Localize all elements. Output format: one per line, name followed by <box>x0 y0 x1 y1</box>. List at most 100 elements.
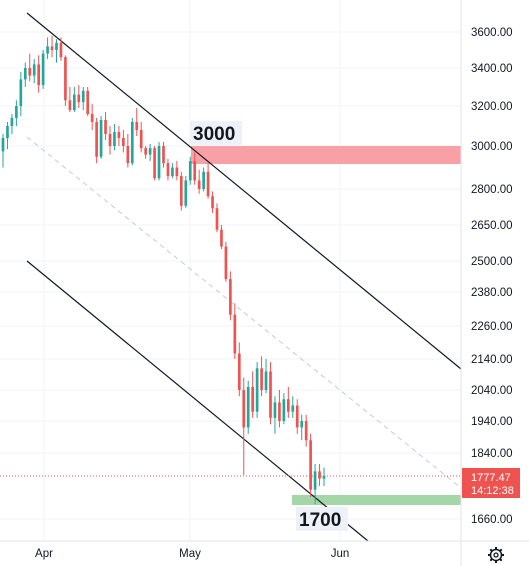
candle-body <box>46 46 49 54</box>
chart-grid <box>0 0 461 541</box>
x-tick-label: Jun <box>331 548 350 560</box>
resistance-label-bg <box>190 121 242 145</box>
channel-lower-line <box>26 260 369 542</box>
y-tick-label: 3400.00 <box>471 63 513 75</box>
candle-body <box>55 42 58 50</box>
candle-body <box>117 132 121 138</box>
candle-body <box>179 176 183 206</box>
candle-body <box>166 163 170 177</box>
candle-body <box>153 148 156 179</box>
candle-body <box>113 132 116 146</box>
candle-body <box>229 279 232 315</box>
last-price-tag: 1777.47 14:12:38 <box>462 468 520 498</box>
price-zones <box>191 146 461 505</box>
candle-body <box>184 180 188 206</box>
candle-body <box>126 146 130 164</box>
countdown-timer: 14:12:38 <box>471 485 514 497</box>
time-axis[interactable]: Apr May Jun <box>35 548 349 560</box>
candle-body <box>122 138 125 146</box>
last-price-value: 1777.47 <box>471 472 511 484</box>
candle-body <box>81 90 85 103</box>
candle-body <box>10 118 14 126</box>
candle-body <box>130 122 134 164</box>
trend-channel <box>26 12 462 542</box>
price-axis[interactable]: 3600.00 3400.00 3200.00 3000.00 2800.00 2650.… <box>471 27 513 526</box>
candle-body <box>304 421 308 441</box>
candle-body <box>6 126 9 138</box>
candle-body <box>157 146 161 179</box>
candle-body <box>95 122 98 157</box>
y-tick-label: 2260.00 <box>471 321 513 333</box>
candle-body <box>224 246 228 280</box>
resistance-zone <box>191 146 461 164</box>
channel-mid-line <box>26 136 462 489</box>
candle-body <box>139 130 143 149</box>
y-tick-label: 2380.00 <box>471 287 513 299</box>
resistance-label: 3000 <box>193 124 235 145</box>
y-tick-label: 2140.00 <box>471 354 513 366</box>
candle-body <box>72 94 76 110</box>
candle-body <box>278 402 281 421</box>
candle-body <box>171 167 174 177</box>
candle-body <box>188 161 192 181</box>
candle-body <box>242 390 246 428</box>
candle-body <box>300 421 304 428</box>
candle-body <box>193 161 197 181</box>
candle-series <box>1 35 326 505</box>
y-tick-label: 1940.00 <box>471 416 513 428</box>
support-zone <box>292 495 461 505</box>
candle-body <box>255 368 259 412</box>
candle-body <box>32 64 36 76</box>
candle-body <box>251 386 255 412</box>
candle-body <box>144 148 148 155</box>
candle-body <box>90 114 94 122</box>
candle-body <box>309 440 312 490</box>
gear-icon[interactable] <box>488 547 504 563</box>
support-label: 1700 <box>299 510 341 531</box>
y-tick-label: 2500.00 <box>471 256 513 268</box>
candle-body <box>68 100 72 110</box>
candle-body <box>318 471 321 479</box>
candle-body <box>206 171 210 197</box>
candle-body <box>237 353 241 390</box>
candle-body <box>197 180 201 189</box>
candle-body <box>286 399 290 412</box>
candle-body <box>37 64 41 86</box>
candle-body <box>295 405 299 428</box>
candle-body <box>28 68 32 76</box>
y-tick-label: 3000.00 <box>471 141 513 153</box>
channel-upper-line <box>26 12 462 370</box>
candle-body <box>15 106 18 118</box>
candle-body <box>50 46 54 50</box>
candle-body <box>59 42 63 58</box>
y-tick-label: 3200.00 <box>471 101 513 113</box>
candle-body <box>99 120 103 157</box>
y-tick-label: 2040.00 <box>471 385 513 397</box>
candle-body <box>19 79 23 106</box>
candle-body <box>291 405 295 412</box>
candle-body <box>41 53 45 86</box>
candle-body <box>175 167 179 177</box>
support-label-bg <box>296 507 348 531</box>
candle-body <box>64 57 67 101</box>
candle-body <box>202 171 205 189</box>
candle-body <box>77 94 81 103</box>
candle-body <box>23 68 27 80</box>
y-tick-label: 1660.00 <box>471 514 513 526</box>
candle-body <box>233 314 237 354</box>
x-tick-label: May <box>179 548 201 560</box>
y-tick-label: 1840.00 <box>471 448 513 460</box>
candle-body <box>211 196 214 209</box>
candle-body <box>246 386 250 428</box>
candle-body <box>269 371 272 418</box>
y-tick-label: 2800.00 <box>471 184 513 196</box>
candle-body <box>1 138 5 152</box>
candle-body <box>264 371 268 390</box>
candle-body <box>220 229 223 247</box>
y-tick-label: 3600.00 <box>471 27 513 39</box>
candle-body <box>273 402 277 418</box>
candle-body <box>86 90 90 114</box>
x-tick-label: Apr <box>35 548 53 560</box>
candle-body <box>108 134 112 146</box>
